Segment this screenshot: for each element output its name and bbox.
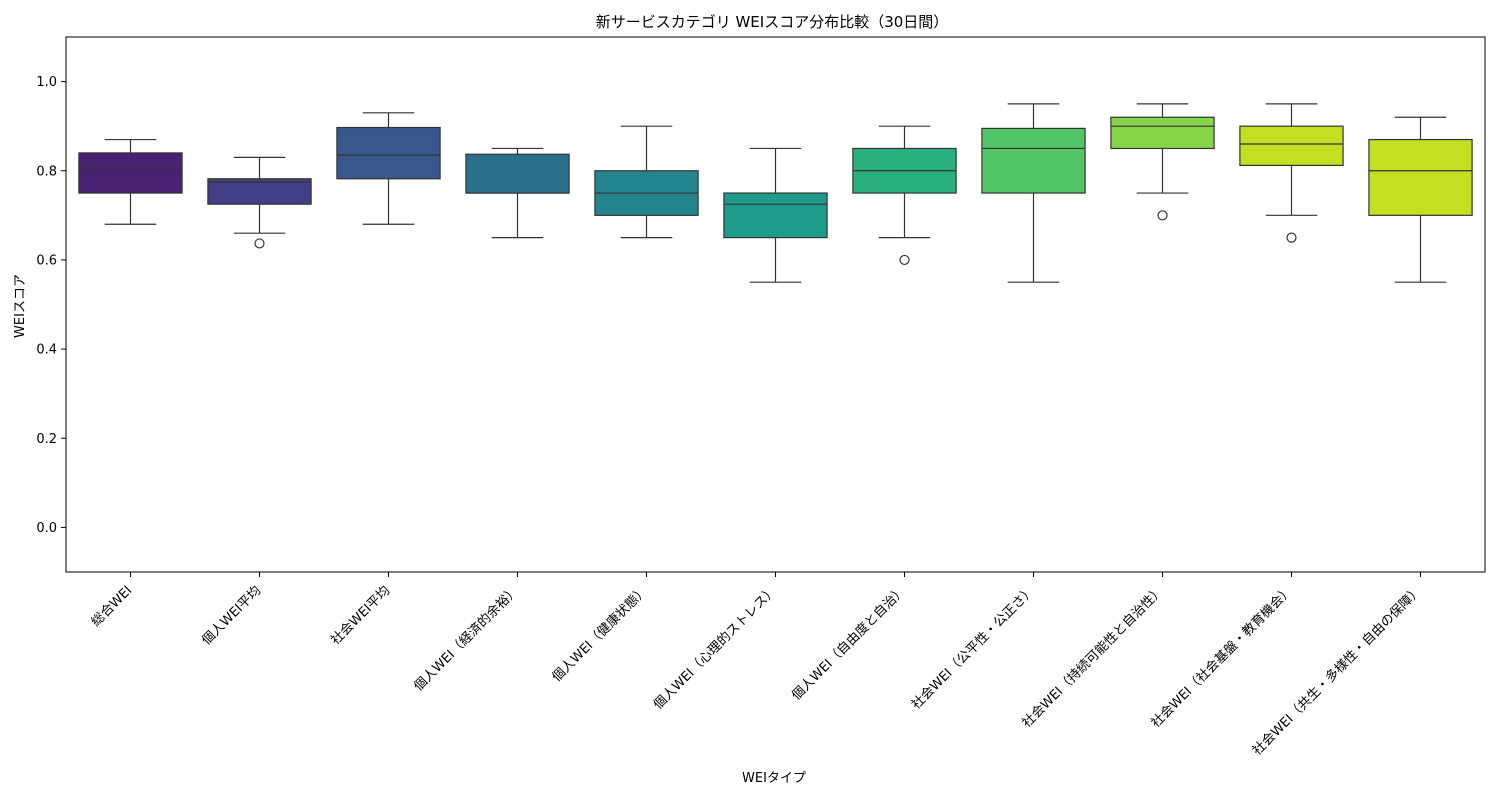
- x-tick-label: 個人WEI平均: [199, 583, 264, 648]
- y-axis-title: WEIスコア: [13, 274, 28, 338]
- x-tick-label: 社会WEI（公平性・公正さ）: [908, 583, 1038, 713]
- outlier-point: [1157, 210, 1168, 221]
- box-group-4: [465, 147, 570, 239]
- outlier-point: [899, 254, 910, 266]
- box: [1239, 125, 1344, 166]
- x-tick-label: 社会WEI（持続可能性と自治性）: [1019, 583, 1167, 731]
- box: [723, 192, 828, 239]
- x-tick-label: 社会WEI（社会基盤・教育機会）: [1148, 583, 1296, 731]
- box-group-9: [1110, 103, 1215, 221]
- box: [78, 152, 183, 194]
- y-tick-label: 0.8: [36, 164, 57, 179]
- y-tick-label: 0.6: [36, 253, 57, 268]
- x-axis: 総合WEI 個人WEI平均 社会WEI平均 個人WEI（経済的余裕） 個人WEI（健康状…: [89, 572, 1425, 759]
- box-group-1: [78, 138, 183, 225]
- box-group-8: [981, 103, 1086, 283]
- y-tick-label: 0.4: [36, 343, 57, 358]
- box: [1368, 138, 1473, 216]
- chart-title: 新サービスカテゴリ WEIスコア分布比較（30日間）: [596, 13, 949, 31]
- box-group-5: [594, 125, 699, 239]
- x-tick-label: 個人WEI（経済的余裕）: [411, 583, 523, 695]
- y-tick-label: 1.0: [36, 75, 57, 90]
- box: [207, 178, 312, 205]
- outlier-point: [1286, 232, 1297, 243]
- box: [1110, 116, 1215, 150]
- y-tick-label: 0.2: [36, 432, 57, 447]
- y-axis: 0.0 0.2 0.4 0.6 0.8 1.0: [36, 75, 66, 536]
- x-tick-label: 総合WEI: [89, 583, 136, 630]
- x-tick-label: 社会WEI平均: [328, 583, 394, 649]
- box-group-11: [1368, 116, 1473, 283]
- outlier-point: [254, 238, 265, 249]
- box: [981, 127, 1086, 194]
- box-group-10: [1239, 103, 1344, 243]
- x-tick-label: 個人WEI（自由度と自治）: [788, 583, 909, 704]
- x-tick-label: 個人WEI（心理的ストレス）: [650, 583, 780, 713]
- box-group-2: [207, 156, 312, 249]
- x-tick-label: 個人WEI（健康状態）: [549, 583, 651, 685]
- box-group-7: [852, 125, 957, 266]
- box-group-6: [723, 147, 828, 283]
- plot-frame: [65, 36, 1486, 573]
- box: [465, 153, 570, 194]
- box-group-3: [336, 112, 441, 225]
- y-tick-label: 0.0: [36, 521, 57, 536]
- plot-area: [78, 103, 1473, 283]
- x-axis-title: WEIタイプ: [742, 771, 806, 786]
- box: [336, 126, 441, 180]
